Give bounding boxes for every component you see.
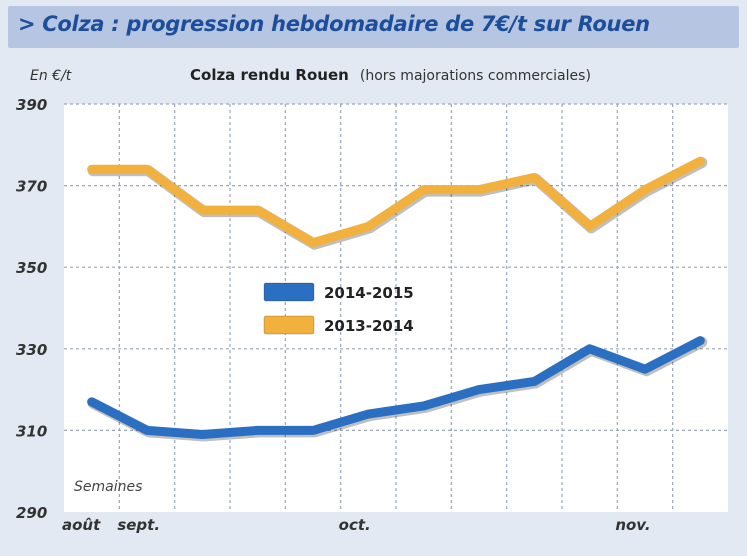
x-tick-label: sept. xyxy=(117,516,160,534)
series-line-2013-2014 xyxy=(87,156,705,248)
series-line-2014-2015 xyxy=(87,336,705,439)
y-tick-label: 330 xyxy=(16,341,47,359)
chart-subtitle: (hors majorations commerciales) xyxy=(360,68,591,84)
chart-headline: > Colza : progression hebdomadaire de 7€… xyxy=(18,12,650,36)
y-axis-unit: En €/t xyxy=(30,68,72,84)
y-tick-label: 370 xyxy=(16,178,47,196)
y-tick-label: 390 xyxy=(16,96,47,114)
x-tick-label: oct. xyxy=(339,516,371,534)
y-tick-label: 290 xyxy=(16,504,47,522)
chart-title: Colza rendu Rouen xyxy=(190,66,349,84)
y-tick-label: 350 xyxy=(16,259,47,277)
legend-label-2013-2014: 2013-2014 xyxy=(324,317,414,335)
legend-swatch-2014-2015 xyxy=(263,282,315,302)
x-tick-label: août xyxy=(62,516,101,534)
x-tick-label: nov. xyxy=(615,516,650,534)
chart-title-group: Colza rendu Rouen (hors majorations comm… xyxy=(190,65,591,84)
y-tick-label: 310 xyxy=(16,422,47,440)
header-banner: > Colza : progression hebdomadaire de 7€… xyxy=(8,6,739,48)
x-axis-label: Semaines xyxy=(74,479,142,495)
legend-swatch-2013-2014 xyxy=(263,315,315,335)
legend-label-2014-2015: 2014-2015 xyxy=(324,284,414,302)
